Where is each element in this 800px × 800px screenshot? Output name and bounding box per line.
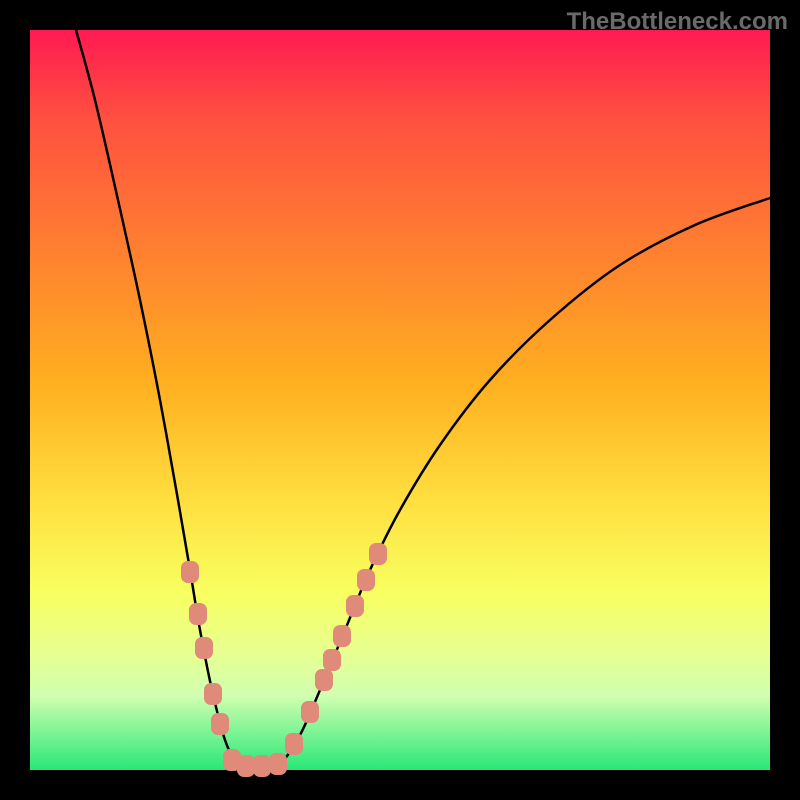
data-marker xyxy=(195,637,213,659)
data-marker xyxy=(315,669,333,691)
data-marker xyxy=(346,595,364,617)
data-marker xyxy=(333,625,351,647)
data-marker xyxy=(269,753,287,775)
data-marker xyxy=(204,683,222,705)
curve-overlay xyxy=(0,0,800,800)
data-marker xyxy=(181,561,199,583)
data-marker xyxy=(323,649,341,671)
bottleneck-curve xyxy=(76,30,770,767)
watermark: TheBottleneck.com xyxy=(567,8,788,36)
chart-frame: TheBottleneck.com xyxy=(0,0,800,800)
data-marker xyxy=(285,733,303,755)
data-marker xyxy=(237,755,255,777)
data-marker xyxy=(357,569,375,591)
data-marker xyxy=(189,603,207,625)
data-marker xyxy=(253,755,271,777)
data-marker xyxy=(369,543,387,565)
data-marker xyxy=(211,713,229,735)
data-marker xyxy=(301,701,319,723)
